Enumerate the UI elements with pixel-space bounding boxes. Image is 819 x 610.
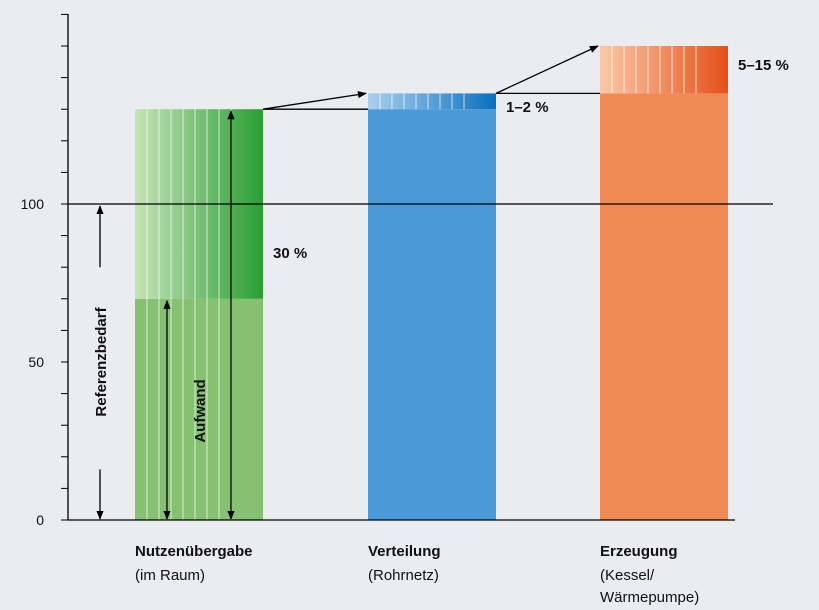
effort-label: Aufwand [192, 379, 209, 442]
category-sublabel: (im Raum) [135, 567, 205, 584]
category-label: Erzeugung [600, 543, 678, 560]
category-sublabel: (Rohrnetz) [368, 567, 439, 584]
bar-base [600, 93, 728, 521]
category-sublabel: Wärmepumpe) [600, 589, 699, 606]
bar-base [135, 298, 263, 520]
percent-label: 5–15 % [738, 57, 789, 74]
category-sublabel: (Kessel/ [600, 567, 655, 584]
bar-increment [368, 93, 496, 110]
percent-label: 1–2 % [506, 99, 549, 116]
y-axis: 0 50 100 [21, 13, 735, 528]
percent-label: 30 % [273, 245, 307, 262]
category-label: Nutzenübergabe [135, 543, 253, 560]
y-tick-label: 0 [36, 512, 44, 528]
labels-group: Nutzenübergabe (im Raum) Verteilung (Rohrne… [93, 57, 789, 606]
connector-arrow-2 [495, 45, 599, 94]
reference-demand-label: Referenzbedarf [93, 306, 110, 416]
bar-increment [600, 46, 728, 94]
bars-group [135, 46, 728, 521]
connector-arrow-1 [262, 91, 367, 110]
y-tick-label: 50 [28, 354, 44, 370]
bar-base [368, 109, 496, 520]
y-tick-label: 100 [21, 196, 45, 212]
arrows-group [96, 45, 600, 520]
category-label: Verteilung [368, 543, 441, 560]
